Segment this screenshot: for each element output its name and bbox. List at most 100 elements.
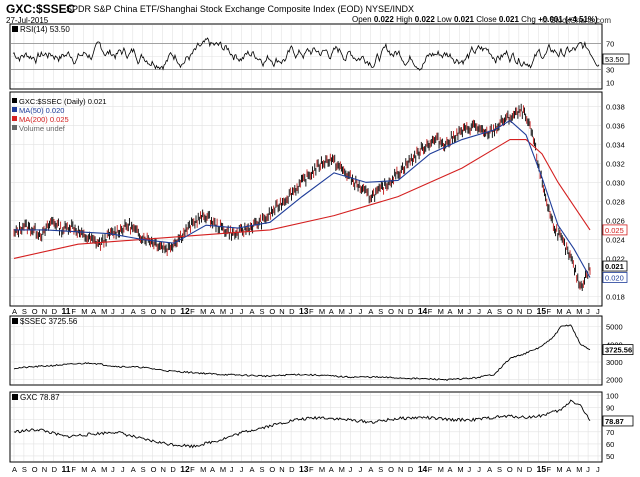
time-axis-label: J [240, 465, 244, 474]
time-axis-label: A [91, 465, 96, 474]
price-month-label: S [497, 307, 502, 316]
price-month-label: F [547, 307, 552, 316]
chart-date: 27-Jul-2015 [6, 16, 49, 25]
price-month-label: N [160, 307, 165, 316]
price-month-label: J [230, 307, 234, 316]
price-month-label: 11 [61, 306, 70, 316]
price-month-label: J [349, 307, 353, 316]
price-month-label: S [378, 307, 383, 316]
time-axis-label: S [22, 465, 27, 474]
time-axis-label: D [289, 465, 295, 474]
time-axis-label: F [428, 465, 433, 474]
chart-description: SPDR S&P China ETF/Shanghai Stock Exchan… [66, 4, 414, 14]
price-month-label: A [12, 307, 17, 316]
gxc-legend-swatch [12, 394, 18, 400]
price-legend-3: Volume undef [19, 124, 66, 133]
rsi-line [12, 37, 600, 71]
high-label: High [396, 15, 413, 24]
y-tick-price: 0.028 [606, 197, 625, 206]
panel-frame-gxc [9, 391, 603, 463]
time-axis-label: A [368, 465, 373, 474]
chg-label: Chg [521, 15, 536, 24]
time-axis-label: J [349, 465, 353, 474]
price-month-label: O [388, 307, 394, 316]
price-month-label: J [121, 307, 125, 316]
time-axis-label: M [200, 465, 206, 474]
price-month-label: N [279, 307, 284, 316]
time-axis-label: 15 [537, 464, 547, 474]
time-axis-label: D [408, 465, 414, 474]
gxc-legend: GXC 78.87 [20, 393, 60, 402]
y-tick-price: 0.022 [606, 254, 625, 263]
price-month-label: M [101, 307, 107, 316]
price-month-label: J [477, 307, 481, 316]
panel-frame-price [9, 91, 603, 307]
y-tick-gxc: 90 [606, 404, 614, 413]
y-tick-rsi: 10 [606, 79, 614, 88]
time-axis-label: O [507, 465, 513, 474]
time-axis-label: O [32, 465, 38, 474]
price-month-label: S [22, 307, 27, 316]
price-value-tag-0 [602, 224, 628, 236]
y-tick-gxc: 100 [606, 392, 619, 401]
price-month-label: D [52, 307, 58, 316]
price-month-label: D [408, 307, 414, 316]
low-value: 0.021 [453, 15, 474, 24]
ssec-value-label: 3725.56 [605, 346, 632, 355]
price-month-label: N [42, 307, 47, 316]
price-month-label: N [517, 307, 522, 316]
time-axis-label: A [329, 465, 334, 474]
time-axis-label: M [556, 465, 562, 474]
price-month-label: M [319, 307, 325, 316]
price-value-label-0: 0.025 [605, 226, 624, 235]
time-axis-label: F [309, 465, 314, 474]
time-axis-label: A [487, 465, 492, 474]
price-legend-1: MA(50) 0.020 [19, 106, 64, 115]
time-axis-label: M [81, 465, 87, 474]
ssec-legend: $SSEC 3725.56 [20, 317, 78, 326]
price-month-label: O [151, 307, 157, 316]
time-axis-label: O [151, 465, 157, 474]
gxc-line [13, 399, 591, 449]
time-axis-label: S [378, 465, 383, 474]
time-axis-label: A [448, 465, 453, 474]
y-tick-rsi: 30 [606, 66, 614, 75]
price-month-label: 13 [299, 306, 309, 316]
low-label: Low [437, 15, 452, 24]
time-axis-label: J [121, 465, 125, 474]
time-axis-label: M [319, 465, 325, 474]
y-tick-gxc: 70 [606, 428, 614, 437]
price-month-label: J [586, 307, 590, 316]
y-tick-ssec: 2000 [606, 376, 623, 385]
price-month-label: M [576, 307, 582, 316]
time-axis-label: O [269, 465, 275, 474]
price-month-label: M [200, 307, 206, 316]
price-month-label: M [438, 307, 444, 316]
ssec-line [13, 324, 591, 381]
time-axis-label: A [131, 465, 136, 474]
price-legend-0: GXC:$SSEC (Daily) 0.021 [19, 97, 107, 106]
price-legend-swatch-1 [12, 107, 17, 112]
price-month-label: 14 [418, 306, 428, 316]
time-axis-label: F [190, 465, 195, 474]
price-month-label: D [170, 307, 176, 316]
time-axis-label: M [220, 465, 226, 474]
price-value-tag-2 [602, 272, 628, 283]
price-month-label: 15 [537, 306, 547, 316]
price-legend-2: MA(200) 0.025 [19, 115, 69, 124]
price-month-label: O [507, 307, 513, 316]
price-month-label: J [240, 307, 244, 316]
y-tick-price: 0.024 [606, 235, 625, 244]
time-axis-label: N [42, 465, 47, 474]
y-tick-gxc: 50 [606, 452, 614, 461]
time-axis-label: M [438, 465, 444, 474]
y-tick-price: 0.038 [606, 102, 625, 111]
time-axis-label: A [12, 465, 17, 474]
close-value: 0.021 [498, 15, 519, 24]
price-month-label: M [556, 307, 562, 316]
y-tick-price: 0.030 [606, 178, 625, 187]
time-axis-label: M [457, 465, 463, 474]
price-month-label: M [339, 307, 345, 316]
time-axis-label: N [279, 465, 284, 474]
